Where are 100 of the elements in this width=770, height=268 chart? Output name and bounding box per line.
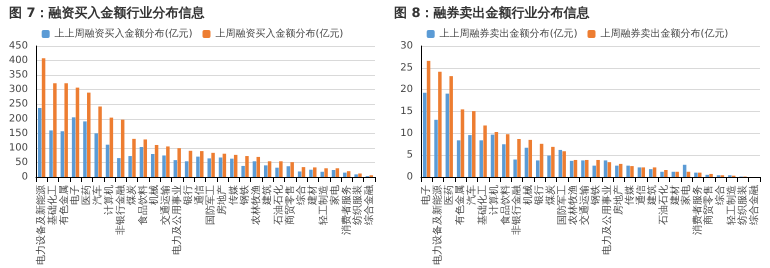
- bar: [524, 148, 528, 177]
- bar: [241, 166, 245, 177]
- x-tick-label: 建材: [668, 185, 681, 206]
- y-tick-label: 0: [22, 172, 28, 182]
- y-tick-label: 50: [15, 156, 28, 168]
- bar: [506, 134, 510, 177]
- bar: [562, 151, 566, 177]
- x-tick-label: 石油石化: [272, 185, 284, 225]
- bar: [686, 172, 690, 177]
- bar: [313, 167, 317, 177]
- bar: [98, 106, 102, 177]
- bar: [120, 120, 124, 177]
- bar: [298, 171, 302, 177]
- bar: [106, 144, 110, 177]
- x-tick-label: 银行: [183, 185, 194, 206]
- x-tick-label: 煤炭: [544, 185, 556, 205]
- x-tick-label: 房地产: [216, 185, 228, 215]
- bar: [60, 131, 64, 177]
- legend-label: 上上周融资买入金额分布(亿元): [54, 28, 193, 40]
- x-tick-label: 基础化工: [476, 185, 489, 225]
- bar: [174, 160, 178, 177]
- x-tick-label: 电子: [69, 185, 82, 205]
- bar: [626, 166, 630, 177]
- x-tick-label: 商贸零售: [702, 185, 715, 225]
- x-tick-label: 综合: [295, 185, 308, 205]
- bar: [460, 109, 464, 177]
- bar: [162, 155, 166, 177]
- x-tick-label: 机械: [148, 185, 160, 205]
- x-tick-label: 医药: [442, 185, 455, 205]
- bar: [76, 88, 80, 177]
- bar: [517, 139, 521, 177]
- bar: [642, 167, 646, 177]
- bar: [286, 166, 290, 177]
- bar: [234, 154, 238, 177]
- x-tick-label: 有色金属: [58, 185, 70, 225]
- bar: [177, 148, 181, 177]
- x-tick-label: 钢铁: [238, 185, 251, 206]
- y-tick-label: 25: [400, 62, 413, 74]
- bar: [618, 164, 622, 177]
- bar: [332, 170, 336, 177]
- x-tick-label: 计算机: [102, 185, 115, 215]
- x-tick-label: 交通运输: [578, 185, 590, 225]
- y-tick-label: 200: [8, 113, 28, 124]
- bar: [336, 168, 340, 177]
- bar: [144, 139, 148, 177]
- y-tick-label: 150: [8, 128, 28, 139]
- bar: [264, 165, 268, 177]
- x-tick-label: 电力及公用事业: [600, 185, 613, 255]
- bar: [472, 111, 476, 177]
- bar: [551, 146, 555, 177]
- bar: [446, 94, 450, 177]
- bar: [604, 160, 608, 177]
- bar: [196, 156, 200, 177]
- bar: [456, 140, 460, 177]
- bar: [279, 161, 283, 177]
- x-tick-label: 食品饮料: [499, 185, 512, 225]
- legend-label: 上周融券卖出金额分布(亿元): [600, 28, 728, 40]
- bar: [574, 160, 578, 177]
- bar: [38, 108, 42, 177]
- x-tick-label: 食品饮料: [136, 185, 149, 225]
- x-tick-label: 农林牧渔: [567, 185, 580, 225]
- bar: [682, 164, 686, 177]
- y-tick-label: 400: [8, 55, 28, 66]
- x-tick-label: 传媒: [624, 185, 636, 205]
- bar: [540, 144, 544, 177]
- y-tick-label: 5: [406, 150, 413, 161]
- x-tick-label: 电子: [420, 185, 432, 205]
- bar: [290, 162, 294, 177]
- x-tick-label: 电力及公用事业: [170, 185, 183, 255]
- bar: [72, 117, 76, 177]
- bar: [132, 138, 136, 177]
- y-tick-label: 450: [8, 40, 28, 52]
- x-tick-label: 家电: [680, 185, 692, 205]
- x-tick-label: 电力设备及新能源: [35, 185, 48, 265]
- bar: [110, 118, 114, 177]
- y-tick-label: 10: [400, 128, 413, 139]
- x-tick-label: 建材: [306, 185, 318, 206]
- x-tick-label: 消费者服务: [691, 185, 704, 235]
- x-tick-label: 国防军工: [556, 185, 568, 225]
- y-tick-label: 15: [400, 106, 413, 117]
- bar: [422, 92, 426, 177]
- bar: [207, 158, 211, 177]
- bar: [252, 161, 256, 177]
- bar: [320, 172, 324, 177]
- bar: [652, 167, 656, 177]
- legend-label: 上上周融券卖出金额分布(亿元): [440, 28, 578, 40]
- bar: [483, 125, 487, 177]
- bar: [615, 166, 619, 177]
- bar: [698, 172, 702, 177]
- bar: [608, 162, 612, 177]
- bar: [230, 158, 234, 177]
- bar: [64, 83, 68, 177]
- bar: [346, 171, 350, 177]
- bar: [581, 160, 585, 177]
- bar: [358, 174, 362, 177]
- bar: [222, 154, 226, 177]
- x-tick-label: 纺织服装: [352, 185, 364, 225]
- x-tick-label: 非银行金融: [114, 185, 126, 235]
- bar: [94, 133, 98, 177]
- y-tick-label: 350: [8, 70, 28, 81]
